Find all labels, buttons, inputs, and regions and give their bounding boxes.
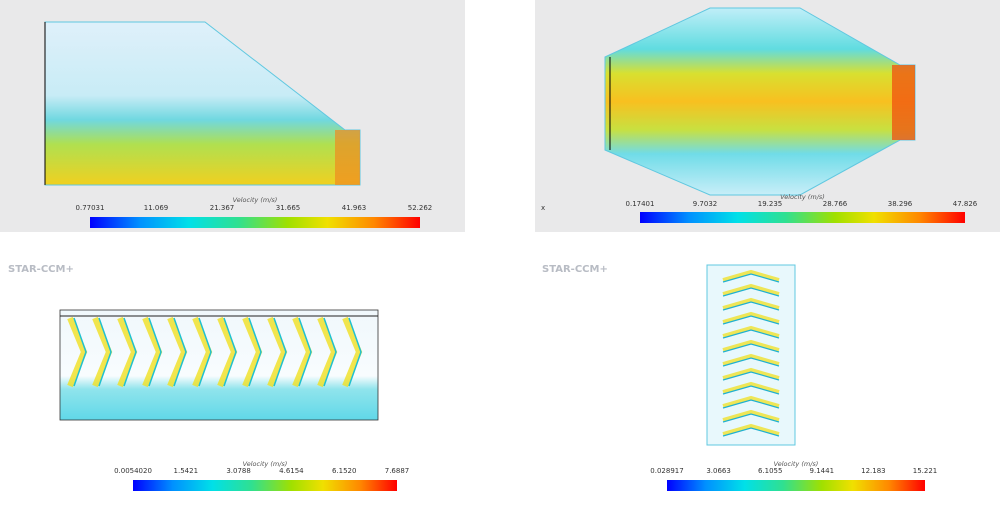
- colorbar-tick-label: 38.296: [888, 200, 913, 208]
- colorbar-tick-label: 6.1520: [332, 467, 357, 475]
- colorbar-tick-label: 28.766: [823, 200, 848, 208]
- colorbar-tick-label: 52.262: [408, 204, 433, 212]
- chevron: [722, 287, 780, 297]
- chevron: [67, 316, 88, 388]
- chevron: [348, 317, 362, 387]
- colorbar: [640, 212, 965, 223]
- colorbar: [90, 217, 420, 228]
- chevron: [722, 273, 780, 283]
- colorbar-tick-label: 0.77031: [76, 204, 105, 212]
- logo: STAR-CCM+: [8, 264, 74, 275]
- chevron: [722, 385, 780, 395]
- colorbar-tick-label: 1.5421: [174, 467, 199, 475]
- chevron: [722, 399, 780, 409]
- colorbar-title: Velocity (m/s): [780, 193, 825, 201]
- chevrons: [722, 269, 780, 437]
- colorbar-tick-label: 0.0054020: [114, 467, 152, 475]
- outlet: [335, 130, 360, 185]
- colorbar-tick-label: 12.183: [861, 467, 886, 475]
- chevron: [722, 311, 780, 324]
- chevron: [722, 381, 780, 394]
- colorbar-tick-label: 0.17401: [626, 200, 655, 208]
- chevron: [722, 343, 780, 353]
- chevron: [298, 317, 312, 387]
- logo: STAR-CCM+: [542, 264, 608, 275]
- chevron: [73, 317, 87, 387]
- colorbar-tick-label: 31.665: [276, 204, 301, 212]
- chevron: [722, 269, 780, 282]
- chevron: [722, 367, 780, 380]
- chevrons: [60, 315, 378, 388]
- colorbar-tick-label: 3.0788: [226, 467, 251, 475]
- chevron: [323, 317, 337, 387]
- colorbar: [667, 480, 925, 491]
- chevron: [722, 297, 780, 310]
- chevron: [722, 409, 780, 422]
- chevron: [223, 317, 237, 387]
- colorbar-tick-label: 15.221: [913, 467, 938, 475]
- colorbar-tick-label: 21.367: [210, 204, 235, 212]
- chevron: [722, 413, 780, 423]
- colorbar-tick-label: 6.1055: [758, 467, 783, 475]
- chevron: [292, 316, 313, 388]
- chevron: [722, 329, 780, 339]
- colorbar-tick-label: 11.069: [144, 204, 169, 212]
- colorbar-tick-label: 7.6887: [385, 467, 410, 475]
- chevron: [722, 325, 780, 338]
- colorbar-tick-label: 9.1441: [810, 467, 835, 475]
- colorbar-tick-label: 9.7032: [693, 200, 718, 208]
- chevron: [722, 353, 780, 366]
- chevron: [342, 316, 363, 388]
- overlay: Velocity (m/s) 0.77031 11.069 21.367 31.665 4…: [8, 193, 978, 491]
- chevron: [317, 316, 338, 388]
- colorbar-tick-label: 0.028917: [650, 467, 683, 475]
- colorbar-tick-label: 4.6154: [279, 467, 304, 475]
- chevron: [92, 316, 113, 388]
- colorbar-tick-label: 19.235: [758, 200, 783, 208]
- chevron: [722, 371, 780, 381]
- chevron: [248, 317, 262, 387]
- colorbar-tick-label: 3.0663: [706, 467, 731, 475]
- chevron: [192, 316, 213, 388]
- chevron: [722, 283, 780, 296]
- colorbar-tick-label: 47.826: [953, 200, 978, 208]
- chevron: [267, 316, 288, 388]
- chevron: [148, 317, 162, 387]
- chevron: [722, 315, 780, 325]
- chevron: [273, 317, 287, 387]
- chevron: [242, 316, 263, 388]
- chevron: [123, 317, 137, 387]
- chevron: [722, 357, 780, 367]
- axis-label: x: [541, 204, 545, 212]
- colorbar-title: Velocity (m/s): [774, 460, 819, 468]
- chevron: [98, 317, 112, 387]
- chevron: [198, 317, 212, 387]
- colorbar: [133, 480, 397, 491]
- chevron: [217, 316, 238, 388]
- chevron: [722, 423, 780, 436]
- chevron: [722, 395, 780, 408]
- chevron: [722, 339, 780, 352]
- chevron: [722, 427, 780, 437]
- colorbar-title: Velocity (m/s): [233, 196, 278, 204]
- chevron: [142, 316, 163, 388]
- outlet: [892, 65, 915, 140]
- chevron: [117, 316, 138, 388]
- chevron: [173, 317, 187, 387]
- colorbar-title: Velocity (m/s): [243, 460, 288, 468]
- chevron: [167, 316, 188, 388]
- chevron: [722, 301, 780, 311]
- colorbar-tick-label: 41.963: [342, 204, 367, 212]
